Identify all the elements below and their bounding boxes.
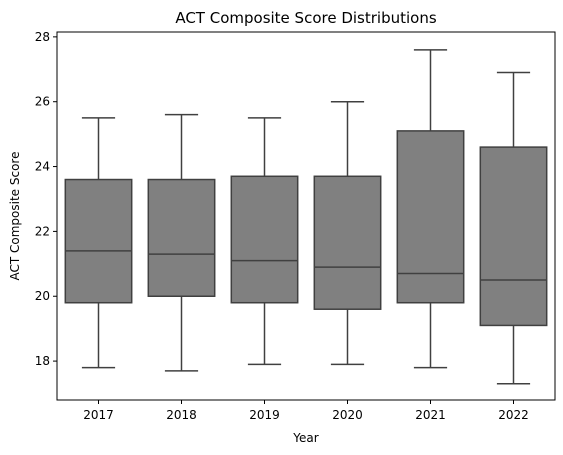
y-tick-label: 20 <box>35 289 50 303</box>
y-tick-label: 28 <box>35 30 50 44</box>
x-axis: 2017 2018 2019 2020 2021 2022 <box>83 400 529 422</box>
x-tick-label: 2017 <box>83 408 114 422</box>
y-tick-label: 24 <box>35 160 50 174</box>
y-axis: 18 20 22 24 26 28 <box>35 30 57 368</box>
x-tick-label: 2022 <box>498 408 529 422</box>
x-tick-label: 2019 <box>249 408 280 422</box>
plot-area <box>64 49 548 385</box>
box-2020 <box>313 100 382 366</box>
box-iqr <box>147 178 216 297</box>
box-2018 <box>147 113 216 372</box>
x-tick-label: 2018 <box>166 408 197 422</box>
box-iqr <box>230 175 299 304</box>
x-axis-label: Year <box>292 431 318 445</box>
x-tick-label: 2020 <box>332 408 363 422</box>
box-2022 <box>479 71 548 385</box>
y-tick-label: 26 <box>35 95 50 109</box>
box-2019 <box>230 117 299 366</box>
box-iqr <box>396 130 465 304</box>
box-iqr <box>479 146 548 327</box>
y-tick-label: 22 <box>35 224 50 238</box>
box-2021 <box>396 49 465 369</box>
box-iqr <box>313 175 382 310</box>
plot-frame <box>56 31 556 401</box>
y-tick-label: 18 <box>35 354 50 368</box>
box-2017 <box>64 117 133 369</box>
x-tick-label: 2021 <box>415 408 446 422</box>
chart-title: ACT Composite Score Distributions <box>175 9 437 27</box>
y-axis-label: ACT Composite Score <box>8 152 22 281</box>
box-iqr <box>64 178 133 304</box>
